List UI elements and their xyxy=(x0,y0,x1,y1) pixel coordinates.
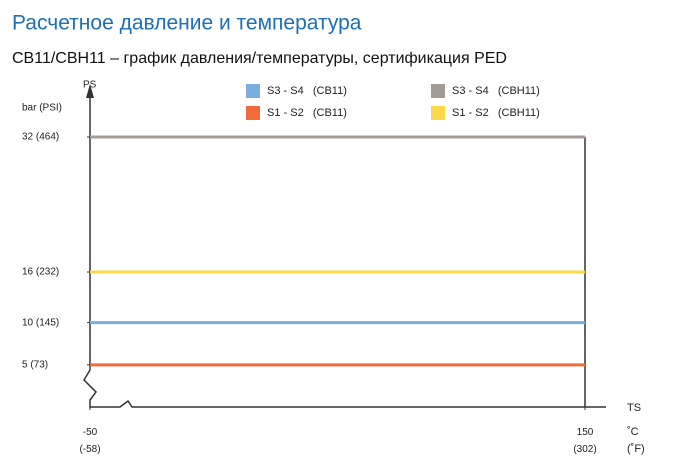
y-tick-label: 10 (145) xyxy=(22,317,59,328)
legend-swatch xyxy=(246,84,260,98)
y-axis-unit: bar (PSI) xyxy=(22,103,62,114)
chart-title: Расчетное давление и температура xyxy=(12,12,362,35)
x-tick-label: 150 (302) xyxy=(573,427,596,455)
y-tick-label: 16 (232) xyxy=(22,267,59,278)
y-tick-label: 5 (73) xyxy=(22,359,48,370)
legend-label: S3 - S4 (CB11) xyxy=(267,85,347,97)
legend-swatch xyxy=(246,106,260,120)
legend-label: S3 - S4 (CBH11) xyxy=(452,85,540,97)
x-tick-label: -50 (-58) xyxy=(79,427,100,455)
x-axis-label: TS xyxy=(627,402,641,414)
y-tick-label: 32 (464) xyxy=(22,132,59,143)
legend-swatch xyxy=(431,84,445,98)
legend-swatch xyxy=(431,106,445,120)
legend-label: S1 - S2 (CB11) xyxy=(267,107,347,119)
plot xyxy=(90,135,585,367)
x-axis-unit: ˚C (˚F) xyxy=(627,426,645,455)
axis-arrow xyxy=(86,84,94,98)
chart-subtitle: CB11/CBH11 – график давления/температуры… xyxy=(12,50,507,67)
legend-label: S1 - S2 (CBH11) xyxy=(452,107,540,119)
